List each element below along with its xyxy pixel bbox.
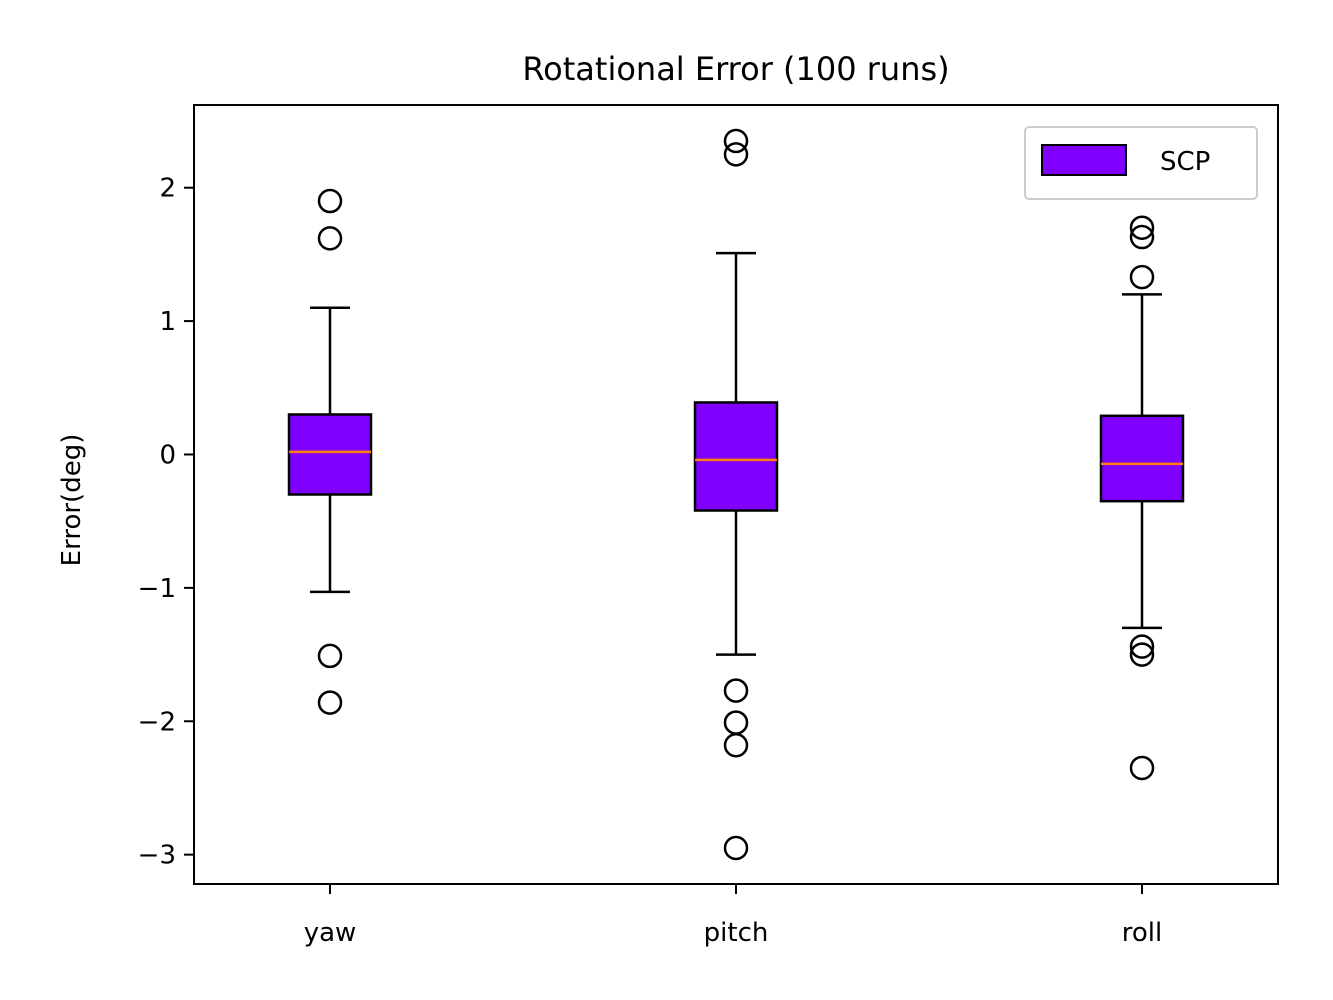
outlier-point: [317, 643, 343, 669]
outlier-point: [723, 142, 749, 167]
outlier-point: [723, 128, 749, 154]
boxes-layer: [287, 128, 1185, 861]
x-tick-label-yaw: yaw: [304, 918, 357, 948]
box-pitch: [693, 128, 779, 861]
y-axis-label: Error(deg): [57, 434, 87, 567]
box-iqr: [1099, 414, 1185, 503]
box-iqr: [693, 401, 779, 512]
y-tick-label: −1: [138, 574, 176, 604]
outlier-point: [1129, 642, 1155, 667]
legend-label: SCP: [1160, 147, 1210, 177]
outlier-point: [317, 226, 343, 251]
outlier-point: [1129, 634, 1155, 659]
chart-title: Rotational Error (100 runs): [522, 50, 949, 88]
plot-frame: [193, 104, 1279, 885]
box-iqr: [287, 413, 373, 496]
outlier-point: [317, 690, 343, 715]
y-ticks: 2 1 0 −1 −2 −3: [138, 174, 194, 871]
y-tick-label: −3: [138, 841, 176, 871]
legend-swatch: [1041, 144, 1127, 176]
box-roll: [1099, 215, 1185, 781]
y-tick-label: 0: [159, 440, 176, 470]
outlier-point: [1129, 215, 1155, 240]
outlier-point: [317, 188, 343, 214]
outlier-point: [723, 835, 749, 861]
x-tick-label-pitch: pitch: [704, 918, 769, 948]
y-tick-label: −2: [138, 707, 176, 737]
outlier-point: [1129, 755, 1155, 781]
legend: SCP: [1024, 126, 1258, 200]
y-tick-label: 1: [159, 307, 176, 337]
y-tick-label: 2: [159, 174, 176, 204]
x-ticks: yaw pitch roll: [304, 884, 1162, 948]
outlier-point: [723, 678, 749, 703]
outlier-point: [723, 733, 749, 758]
outlier-point: [1129, 264, 1155, 290]
box-yaw: [287, 188, 373, 715]
outlier-point: [1129, 224, 1155, 250]
x-tick-label-roll: roll: [1122, 918, 1162, 948]
